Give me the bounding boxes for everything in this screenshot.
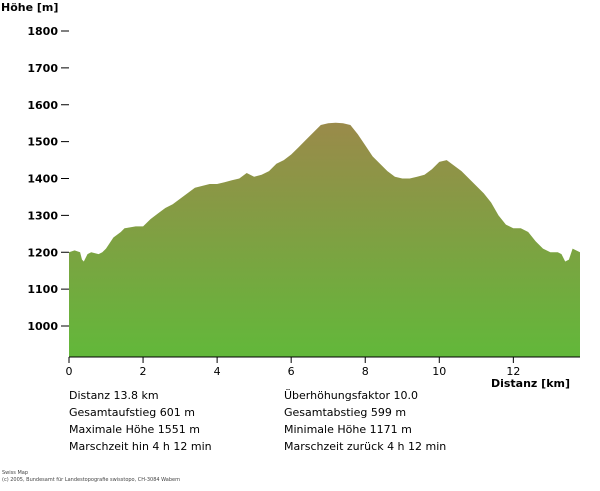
y-axis: 1000 1100 1200 1300 1400 1500 1600 1700 1800 <box>27 25 69 333</box>
y-tick-label: 1000 <box>27 320 58 333</box>
y-tick-label: 1100 <box>27 283 58 296</box>
x-tick-label: 0 <box>66 365 73 378</box>
y-tick-label: 1200 <box>27 246 58 259</box>
y-tick-label: 1800 <box>27 25 58 38</box>
x-axis-title: Distanz [km] <box>491 377 570 390</box>
y-axis-title: Höhe [m] <box>1 1 58 14</box>
x-tick-label: 12 <box>506 365 520 378</box>
y-tick-label: 1500 <box>27 136 58 149</box>
x-tick-label: 2 <box>140 365 147 378</box>
x-tick-label: 10 <box>432 365 446 378</box>
y-tick-label: 1300 <box>27 209 58 222</box>
x-tick-label: 8 <box>362 365 369 378</box>
x-tick-label: 4 <box>214 365 221 378</box>
y-tick-label: 1700 <box>27 62 58 75</box>
x-axis: 0 2 4 6 8 10 12 <box>66 357 520 378</box>
x-tick-label: 6 <box>288 365 295 378</box>
y-tick-label: 1600 <box>27 99 58 112</box>
y-tick-label: 1400 <box>27 173 58 186</box>
elevation-area <box>69 122 580 357</box>
